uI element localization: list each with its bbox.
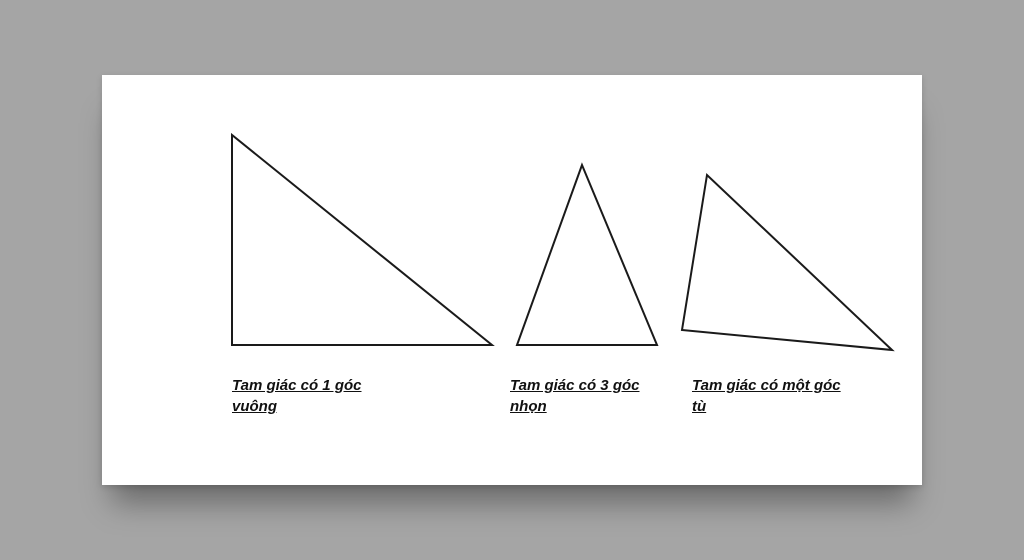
- stage: Tam giác có 1 góc vuông Tam giác có 3 gó…: [0, 0, 1024, 560]
- obtuse-triangle: [682, 175, 892, 350]
- caption-right-line1: Tam giác có 1 góc: [232, 377, 362, 394]
- caption-right: Tam giác có 1 góc vuông: [232, 375, 422, 417]
- caption-acute: Tam giác có 3 góc nhọn: [510, 375, 680, 417]
- triangles-svg: [102, 105, 922, 365]
- caption-acute-line2: nhọn: [510, 398, 547, 415]
- caption-obtuse: Tam giác có một góc tù: [692, 375, 887, 417]
- acute-triangle: [517, 165, 657, 345]
- caption-obtuse-line1: Tam giác có một góc: [692, 377, 841, 394]
- caption-obtuse-line2: tù: [692, 398, 706, 415]
- diagram-card: Tam giác có 1 góc vuông Tam giác có 3 gó…: [102, 75, 922, 485]
- caption-right-line2: vuông: [232, 398, 277, 415]
- right-triangle: [232, 135, 492, 345]
- caption-acute-line1: Tam giác có 3 góc: [510, 377, 640, 394]
